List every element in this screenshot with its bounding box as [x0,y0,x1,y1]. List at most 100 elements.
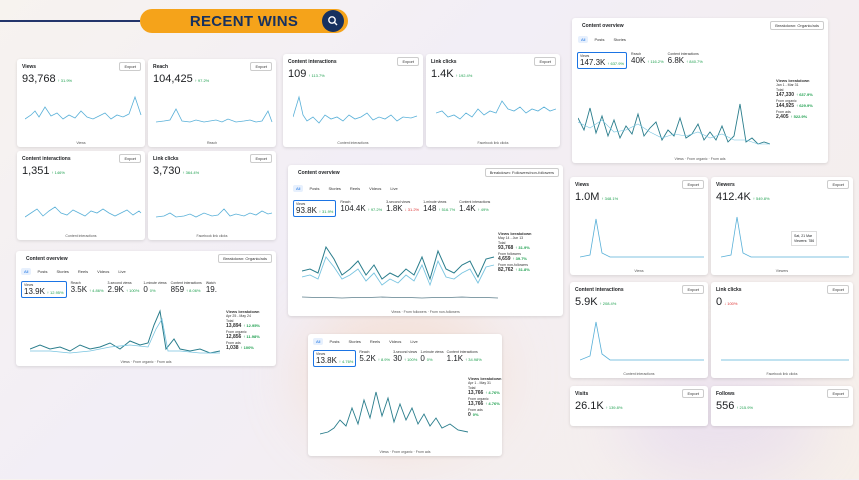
tab-videos[interactable]: Videos [389,339,402,344]
tab-all[interactable]: All [313,338,324,345]
export-button[interactable]: Export [397,57,419,66]
content-overview-top: Content overview Breakdown: Organic/ads … [572,18,828,163]
overview-left-chart [30,309,220,354]
metric-reach[interactable]: Reach 5.2K ↑ 8.9% [359,350,391,363]
change: ↓ 100% [724,301,738,306]
follows-value: 556 [716,400,735,412]
metric-3s-views[interactable]: 3-second views 30 ↑ 100% [393,350,418,363]
tab-all[interactable]: All [21,268,32,275]
chart-legend: Content interactions [623,372,655,376]
change: ↑ 97.2% [194,78,210,83]
tab-live[interactable]: Live [410,339,418,344]
metric-views[interactable]: Views 93.8K ↑ 31.9% [293,200,337,217]
export-button[interactable]: Export [827,285,849,294]
export-button[interactable]: Export [534,57,556,66]
viewers-value: 412.4K [716,191,751,203]
metric-views[interactable]: Views 13.9K ↑ 12.95% [21,281,67,298]
export-button[interactable]: Export [250,154,272,163]
export-button[interactable]: Export [119,62,141,71]
views3-value: 1.0M [575,191,600,203]
tab-stories[interactable]: Stories [613,37,626,42]
chart-legend: Facebook link clicks [477,141,509,145]
legend-non-followers: From non-followers [429,310,460,314]
export-button[interactable]: Export [682,285,704,294]
tab-stories[interactable]: Stories [348,339,361,344]
views-chart [25,95,142,120]
card-title: Link clicks [716,287,742,293]
follows-card: Follows Export 556 ↑ 215.9% [711,386,853,426]
content-overview-mid: Content overview Breakdown: Followers/no… [288,165,563,316]
legend-ads: From ads [710,157,726,161]
tab-posts[interactable]: Posts [594,37,605,42]
card-title: Content interactions [288,59,337,65]
views-card: Views Export 93,768 ↑ 31.9% Views [17,59,145,147]
metric-3s-views[interactable]: 3-second views 1.8K ↓ 31.2% [386,200,420,213]
tab-all[interactable]: All [293,185,304,192]
change: ↑ 146% [51,170,65,175]
tab-videos[interactable]: Videos [97,269,110,274]
metric-reach[interactable]: Reach 104.4K ↑ 97.2% [340,200,383,213]
export-button[interactable]: Export [119,154,141,163]
tab-posts[interactable]: Posts [37,269,48,274]
card-title: Link clicks [153,156,179,162]
tab-reels[interactable]: Reels [349,186,361,191]
overview-bottom-chart [320,391,468,435]
tab-posts[interactable]: Posts [309,186,320,191]
banner-title: RECENT WINS [140,9,348,33]
card-title: Content overview [26,256,68,262]
viewers-card: Viewers Export 412.4K ↑ 549.8% Sat, 21 Ma… [711,177,853,275]
ci3-chart [580,321,704,361]
metric-3s-views[interactable]: 3-second views 2.9K ↑ 100% [107,281,140,294]
tab-reels[interactable]: Reels [77,269,89,274]
metric-interactions[interactable]: Content interactions 859 ↑ 8.06% [170,281,202,294]
legend-views: Views [379,450,389,454]
search-icon [322,10,344,32]
metric-watch[interactable]: Watch 19. [205,281,217,294]
metric-reach[interactable]: Reach 40K ↑ 116.2% [631,52,664,65]
ci-value: 1,351 [22,165,50,177]
views-value: 93,768 [22,73,56,85]
metric-1m-views[interactable]: 1-minute views 0 0% [420,350,444,363]
tab-live[interactable]: Live [390,186,398,191]
legend-ads: From ads [156,360,172,364]
metric-interactions[interactable]: Content interactions 6.8K ↑ 840.7% [667,52,703,65]
tab-reels[interactable]: Reels [369,339,381,344]
ci-chart [25,206,142,218]
metric-views[interactable]: Views 13.8K ↑ 4.76% [313,350,357,367]
change: ↑ 31.9% [57,78,73,83]
chart-legend: Views [634,269,644,273]
chart-legend: Views [76,141,86,145]
link-clicks-card-2: Link clicks Export 1.4K ↑ 192.4% Facebook… [426,54,560,147]
export-button[interactable]: Export [682,180,704,189]
export-button[interactable]: Export [250,62,272,71]
card-title: Visits [575,391,589,397]
tab-videos[interactable]: Videos [369,186,382,191]
lc-value: 3,730 [153,165,181,177]
metric-interactions[interactable]: Content interactions 1.4K ↑ 49% [459,200,491,213]
breakdown-dropdown[interactable]: Breakdown: Organic/ads [218,254,272,263]
legend-organic: From organic [391,450,413,454]
tab-all[interactable]: All [578,36,589,43]
export-button[interactable]: Export [827,389,849,398]
tooltip: Sat, 21 Mar Viewers: 786 [791,231,818,247]
tab-posts[interactable]: Posts [329,339,340,344]
breakdown-dropdown[interactable]: Breakdown: Followers/non-followers [484,168,559,177]
export-button[interactable]: Export [827,180,849,189]
change: ↑ 208.4% [599,301,617,306]
metric-interactions[interactable]: Content interactions 1.1K ↑ 34.98% [446,350,482,363]
views-breakdown: Views breakdown Apr 25 - May 24 Total 13,8… [226,309,260,352]
export-button[interactable]: Export [682,389,704,398]
views-breakdown: Views breakdown May 14 - Jun 13 Total 93,7… [498,231,532,274]
tab-stories[interactable]: Stories [56,269,69,274]
breakdown-dropdown[interactable]: Breakdown: Organic/ads [770,21,824,30]
tab-live[interactable]: Live [118,269,126,274]
tab-stories[interactable]: Stories [328,186,341,191]
metric-1m-views[interactable]: 1-minute views 148 ↑ 516.7% [423,200,456,213]
metric-1m-views[interactable]: 1-minute views 0 0% [143,281,167,294]
chart-legend: Facebook link clicks [766,372,798,376]
metric-reach[interactable]: Reach 3.5K ↑ 4.86% [70,281,104,294]
views-breakdown: Views breakdown Apr 1 - May 31 Total 13,76… [468,376,502,419]
legend-organic: From organic [686,157,708,161]
metric-views[interactable]: Views 147.3K ↑ 637.9% [577,52,628,69]
legend-ads: From ads [415,450,431,454]
